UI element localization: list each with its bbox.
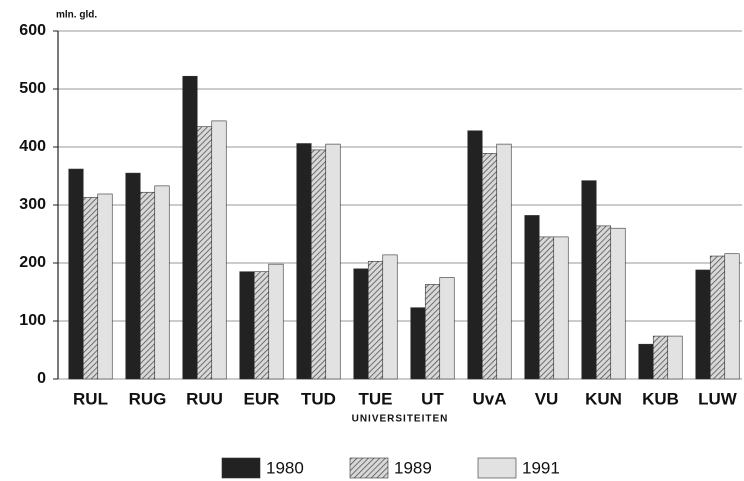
bar <box>496 143 512 380</box>
bar <box>638 343 654 380</box>
x-tick-label: RUG <box>129 389 167 408</box>
bar <box>524 215 540 380</box>
bar <box>695 269 711 380</box>
bar <box>196 126 213 380</box>
legend-swatch <box>221 457 261 479</box>
bar <box>595 225 612 380</box>
bar <box>481 153 498 380</box>
y-tick-label: 400 <box>19 138 46 155</box>
bar <box>382 254 398 380</box>
bar <box>68 168 84 380</box>
bar <box>610 227 626 380</box>
x-tick-label: TUD <box>301 389 336 408</box>
bar <box>325 143 341 380</box>
bar <box>239 271 255 380</box>
bar <box>154 185 170 380</box>
x-tick-label: KUB <box>642 389 679 408</box>
bar <box>538 236 555 380</box>
x-tick-label: EUR <box>244 389 280 408</box>
x-tick-label: RUL <box>73 389 108 408</box>
x-tick-label: KUN <box>585 389 622 408</box>
bar <box>268 263 284 380</box>
legend-label: 1989 <box>394 458 432 477</box>
x-tick-label: VU <box>535 389 559 408</box>
legend-label: 1991 <box>522 458 560 477</box>
bar <box>182 75 198 380</box>
x-tick-label: TUE <box>359 389 393 408</box>
bar <box>310 149 327 380</box>
legend-swatch <box>349 457 389 479</box>
bar <box>439 277 455 380</box>
y-tick-label: 500 <box>19 80 46 97</box>
bar <box>467 130 483 380</box>
x-axis-label: UNIVERSITEITEN <box>352 414 449 425</box>
bar <box>125 172 141 380</box>
x-tick-label: RUU <box>186 389 223 408</box>
y-tick-label: 100 <box>19 312 46 329</box>
bar <box>296 143 312 380</box>
bar <box>367 260 384 380</box>
x-tick-label: LUW <box>698 389 738 408</box>
legend-label: 1980 <box>266 458 304 477</box>
bar <box>97 193 113 380</box>
bar <box>553 236 569 380</box>
bar <box>652 335 669 380</box>
x-tick-label: UT <box>421 389 444 408</box>
bar <box>709 255 726 380</box>
y-tick-label: 300 <box>19 196 46 213</box>
legend-swatch <box>477 457 517 479</box>
bar <box>667 335 683 380</box>
bar <box>353 268 369 380</box>
y-axis-label: mln. gld. <box>56 10 97 21</box>
bar <box>253 271 270 380</box>
y-tick-label: 0 <box>37 370 46 387</box>
bar <box>410 307 426 380</box>
bar <box>724 253 740 380</box>
bar <box>211 120 227 380</box>
bar <box>581 180 597 380</box>
y-tick-label: 200 <box>19 254 46 271</box>
y-tick-label: 600 <box>19 22 46 39</box>
x-tick-label: UvA <box>472 389 506 408</box>
bar <box>139 191 156 380</box>
bar <box>424 284 441 380</box>
bar <box>82 197 99 380</box>
